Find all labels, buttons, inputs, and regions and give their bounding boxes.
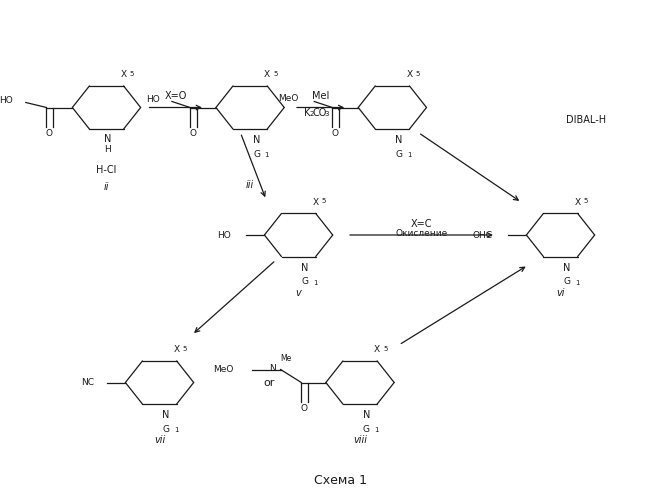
Text: 2: 2 xyxy=(309,112,314,117)
Text: X: X xyxy=(173,346,180,354)
Text: vii: vii xyxy=(154,435,165,445)
Text: X=O: X=O xyxy=(165,91,187,101)
Text: MeI: MeI xyxy=(312,91,329,101)
Text: N: N xyxy=(162,410,170,420)
Text: 5: 5 xyxy=(129,71,134,77)
Text: NC: NC xyxy=(82,378,94,387)
Text: O: O xyxy=(300,404,307,413)
Text: N: N xyxy=(104,134,112,144)
Text: X: X xyxy=(406,70,412,80)
Text: MeO: MeO xyxy=(213,365,233,374)
Text: G: G xyxy=(163,424,169,434)
Text: 5: 5 xyxy=(416,71,420,77)
Text: 1: 1 xyxy=(407,152,412,158)
Text: G: G xyxy=(253,150,260,158)
Text: 1: 1 xyxy=(174,427,179,433)
Text: vi: vi xyxy=(556,288,565,298)
Text: 5: 5 xyxy=(322,198,326,204)
Text: CO: CO xyxy=(313,108,327,118)
Text: Me: Me xyxy=(280,354,291,363)
Text: ii: ii xyxy=(104,182,110,192)
Text: H: H xyxy=(104,144,111,154)
Text: N: N xyxy=(395,135,402,145)
Text: X: X xyxy=(264,70,270,80)
Text: G: G xyxy=(564,277,570,286)
Text: G: G xyxy=(363,424,370,434)
Text: OHC: OHC xyxy=(473,230,493,239)
Text: MeO: MeO xyxy=(278,94,298,103)
Text: HO: HO xyxy=(217,230,231,239)
Text: 1: 1 xyxy=(265,152,269,158)
Text: Схема 1: Схема 1 xyxy=(314,474,367,486)
Text: DIBAL-H: DIBAL-H xyxy=(566,115,606,125)
Text: K: K xyxy=(303,108,310,118)
Text: 1: 1 xyxy=(374,427,379,433)
Text: 5: 5 xyxy=(383,346,388,352)
Text: O: O xyxy=(331,129,339,138)
Text: N: N xyxy=(253,135,260,145)
Text: G: G xyxy=(301,277,309,286)
Text: H-Cl: H-Cl xyxy=(96,165,117,175)
Text: viii: viii xyxy=(353,435,367,445)
Text: HO: HO xyxy=(147,95,160,104)
Text: 5: 5 xyxy=(183,346,187,352)
Text: Окисление: Окисление xyxy=(395,230,448,238)
Text: N: N xyxy=(363,410,371,420)
Text: iii: iii xyxy=(246,180,254,190)
Text: N: N xyxy=(563,262,570,272)
Text: X: X xyxy=(574,198,580,207)
Text: X=C: X=C xyxy=(411,219,432,229)
Text: N: N xyxy=(301,262,309,272)
Text: v: v xyxy=(295,288,301,298)
Text: X: X xyxy=(374,346,380,354)
Text: X: X xyxy=(313,198,319,207)
Text: O: O xyxy=(189,129,196,138)
Text: or: or xyxy=(264,378,275,388)
Text: 5: 5 xyxy=(274,71,278,77)
Text: 3: 3 xyxy=(325,112,329,117)
Text: O: O xyxy=(46,129,52,138)
Text: G: G xyxy=(395,150,402,158)
Text: 1: 1 xyxy=(313,280,317,285)
Text: 1: 1 xyxy=(575,280,580,285)
Text: X: X xyxy=(120,70,127,80)
Text: N: N xyxy=(269,364,276,373)
Text: HO: HO xyxy=(0,96,13,105)
Text: 5: 5 xyxy=(584,198,588,204)
